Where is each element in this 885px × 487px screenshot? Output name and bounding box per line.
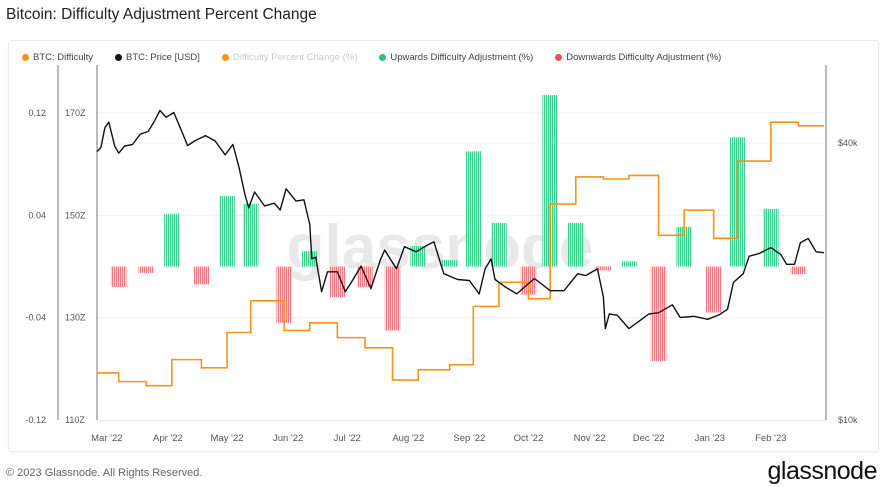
downward-adjustment-bar	[384, 266, 401, 331]
downward-adjustment-bar	[193, 266, 210, 285]
x-tick-label: May '22	[211, 433, 244, 444]
legend-label: Downwards Difficulty Adjustment (%)	[566, 52, 722, 63]
difficulty-tick-label: 150Z	[65, 210, 86, 220]
downward-adjustment-bar	[110, 266, 127, 287]
downward-adjustment-bar	[138, 266, 155, 273]
downward-adjustment-bar	[276, 266, 292, 323]
glassnode-logo: glassnode	[767, 457, 878, 485]
price-tick-label: $10k	[838, 415, 858, 425]
upward-adjustment-bar	[219, 196, 235, 267]
x-tick-label: Aug '22	[392, 433, 424, 444]
legend-dot-icon	[22, 54, 29, 61]
x-tick-label: Nov '22	[574, 433, 606, 444]
upward-adjustment-bar	[242, 203, 259, 267]
legend-item[interactable]: Upwards Difficulty Adjustment (%)	[379, 52, 533, 63]
upward-adjustment-bar	[676, 226, 692, 267]
legend-label: BTC: Price [USD]	[126, 52, 200, 63]
percent-tick-label: -0.04	[25, 313, 46, 323]
x-tick-label: Jan '23	[695, 433, 725, 444]
x-tick-label: Dec '22	[633, 433, 665, 444]
legend-item[interactable]: Downwards Difficulty Adjustment (%)	[555, 52, 721, 63]
difficulty-tick-label: 170Z	[65, 108, 86, 118]
legend: BTC: Difficulty BTC: Price [USD] Difficult…	[22, 52, 721, 63]
upward-adjustment-bar	[465, 151, 482, 267]
downward-adjustment-bar	[595, 266, 612, 271]
downward-adjustment-bar	[790, 266, 807, 275]
x-tick-label: Mar '22	[91, 433, 122, 444]
copyright: © 2023 Glassnode. All Rights Reserved.	[6, 467, 203, 479]
legend-item[interactable]: Difficulty Percent Change (%)	[221, 52, 358, 63]
legend-dot-icon	[115, 54, 123, 61]
x-tick-label: Jun '22	[273, 433, 303, 444]
difficulty-tick-label: 130Z	[65, 313, 86, 323]
price-tick-label: $40k	[838, 138, 858, 148]
upward-adjustment-bar	[302, 251, 318, 267]
x-tick-label: Apr '22	[153, 433, 183, 444]
legend-dot-icon	[221, 54, 229, 61]
difficulty-tick-label: 110Z	[65, 415, 85, 425]
difficulty-line	[97, 121, 825, 387]
upward-adjustment-bar	[164, 214, 180, 267]
downward-adjustment-bar	[650, 266, 667, 362]
chart-title: Bitcoin: Difficulty Adjustment Percent C…	[6, 6, 317, 23]
upward-adjustment-bar	[621, 261, 637, 267]
legend-label: BTC: Difficulty	[33, 52, 94, 63]
x-tick-label: Oct '22	[514, 433, 544, 444]
upward-adjustment-bar	[763, 208, 779, 267]
upward-adjustment-bar	[568, 223, 584, 267]
upward-adjustment-bar	[491, 223, 507, 267]
legend-label: Difficulty Percent Change (%)	[232, 52, 358, 63]
legend-dot-icon	[379, 54, 387, 61]
downward-adjustment-bar	[705, 266, 722, 313]
x-tick-label: Jul '22	[334, 433, 361, 444]
price-line	[96, 109, 825, 330]
percent-tick-label: 0.12	[28, 108, 46, 118]
upward-adjustment-bar	[410, 246, 426, 267]
downward-adjustment-bar	[329, 266, 346, 298]
legend-item[interactable]: BTC: Difficulty	[22, 52, 93, 63]
chart-card	[8, 40, 879, 452]
upward-adjustment-bar	[542, 95, 558, 267]
upward-adjustment-bar	[441, 260, 458, 267]
legend-dot-icon	[555, 54, 563, 61]
percent-tick-label: 0.04	[28, 210, 46, 220]
x-tick-label: Sep '22	[453, 433, 485, 444]
x-tick-label: Feb '23	[755, 433, 786, 444]
percent-tick-label: -0.12	[25, 415, 46, 425]
legend-label: Upwards Difficulty Adjustment (%)	[390, 52, 534, 63]
legend-item[interactable]: BTC: Price [USD]	[115, 52, 200, 63]
